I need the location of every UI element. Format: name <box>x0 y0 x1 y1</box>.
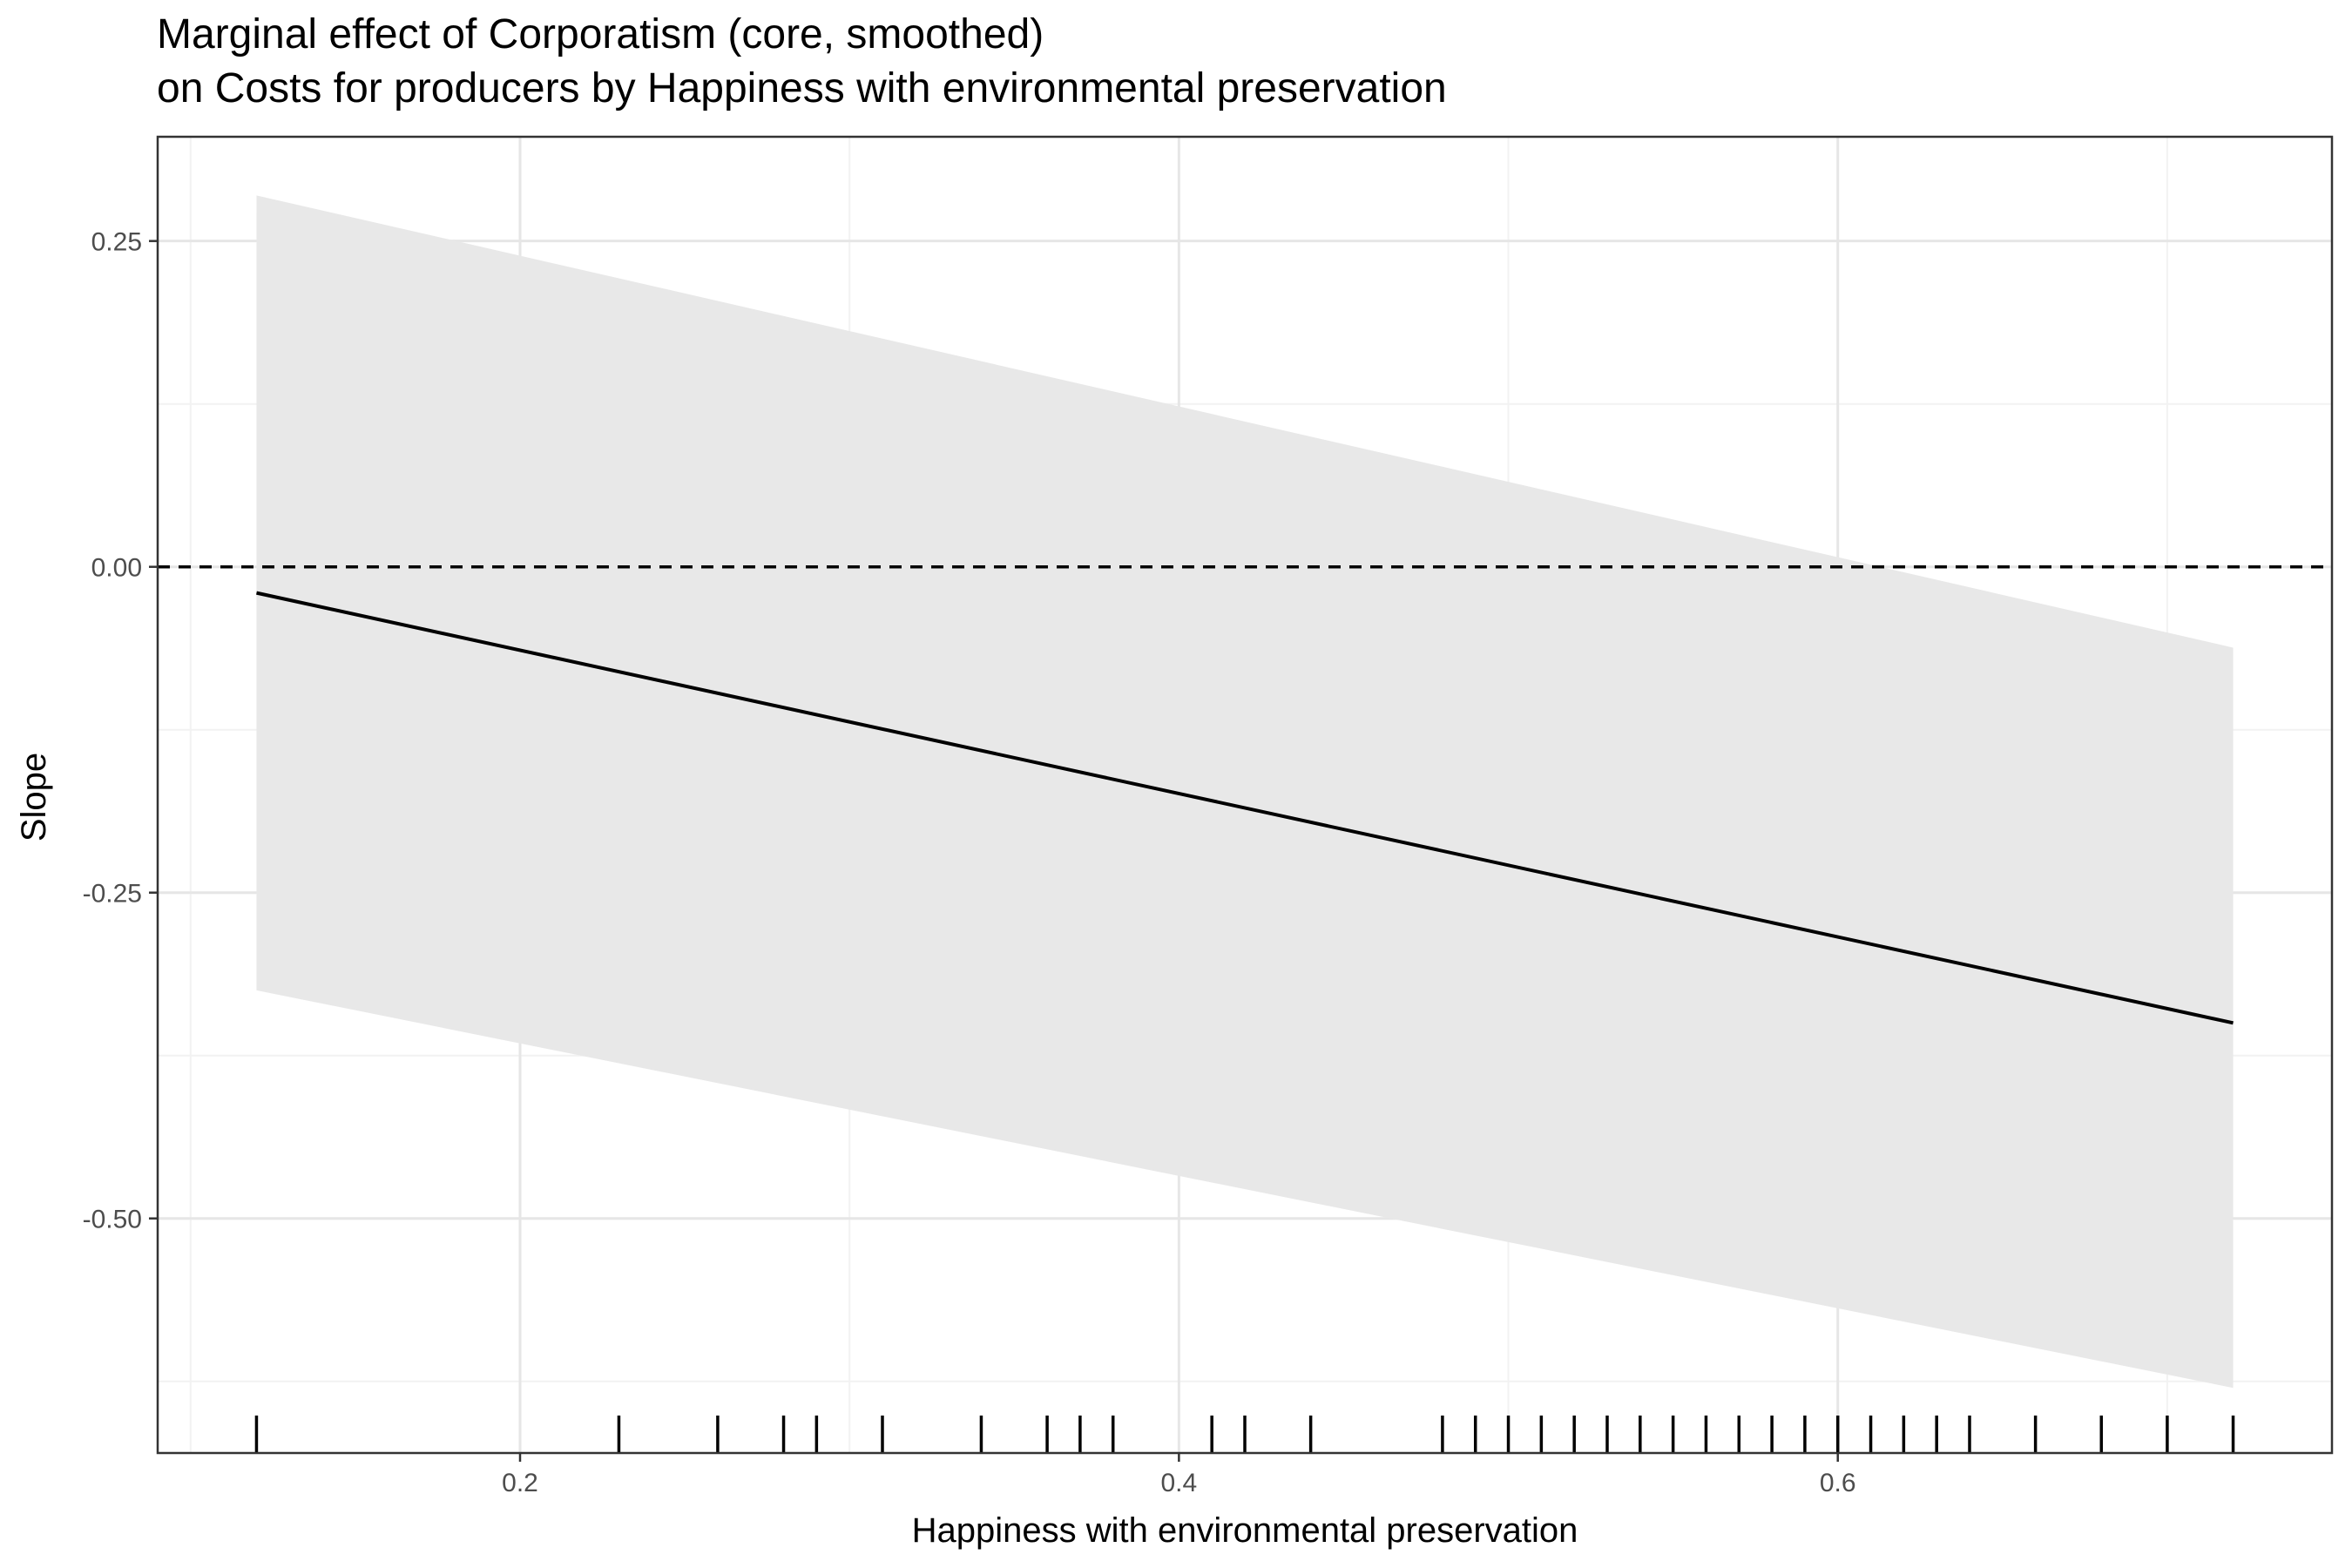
estimate-line <box>256 591 2234 1025</box>
axes: 0.2 0.4 0.6 0.25 0.00 -0.25 -0.50 <box>83 228 1856 1497</box>
x-axis-title: Happiness with environmental preservatio… <box>912 1511 1578 1550</box>
y-tick-label: 0.00 <box>91 554 142 583</box>
panel-border <box>156 135 2334 1455</box>
chart-title-line-2: on Costs for producers by Happiness with… <box>157 65 1447 112</box>
x-tick-label: 0.6 <box>1820 1469 1856 1497</box>
x-tick-label: 0.4 <box>1161 1469 1198 1497</box>
y-tick-label: -0.25 <box>83 880 142 909</box>
x-tick-label: 0.2 <box>502 1469 538 1497</box>
estimate-line-layer <box>256 591 2234 1025</box>
y-tick-label: -0.50 <box>83 1206 142 1234</box>
y-axis-title: Slope <box>15 753 53 841</box>
rug-layer <box>254 1416 2235 1453</box>
y-tick-label: 0.25 <box>91 228 142 257</box>
panel-border-layer <box>156 135 2334 1455</box>
confidence-band-layer <box>256 195 2234 1389</box>
chart-title-line-1: Marginal effect of Corporatism (core, sm… <box>157 11 1044 57</box>
confidence-band <box>256 195 2234 1389</box>
